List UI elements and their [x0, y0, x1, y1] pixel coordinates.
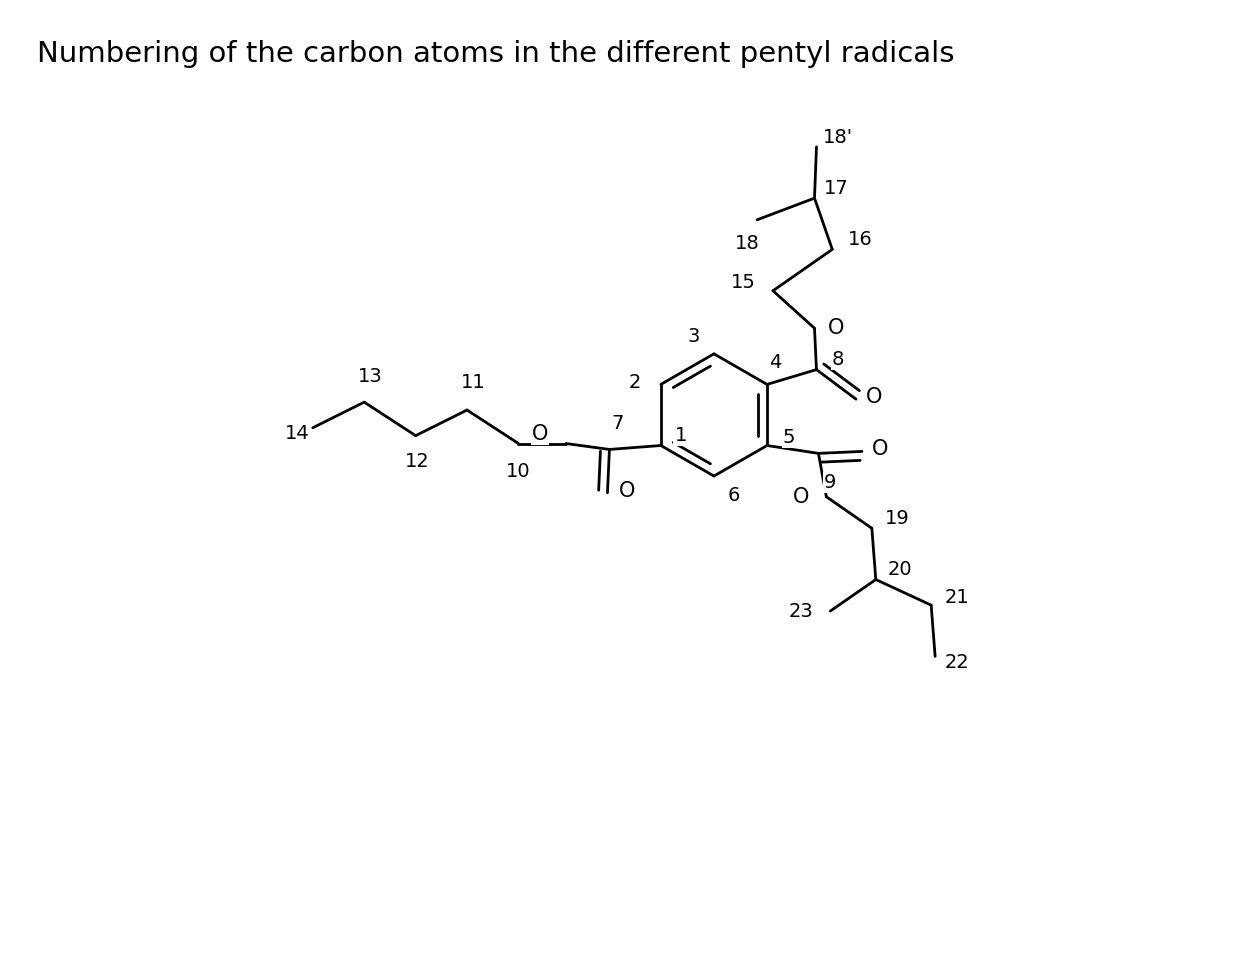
Text: 4: 4 [769, 353, 781, 372]
Text: 13: 13 [358, 367, 382, 386]
Text: O: O [792, 487, 808, 506]
Text: O: O [828, 318, 844, 339]
Text: 14: 14 [285, 424, 309, 443]
Text: 2: 2 [629, 373, 641, 392]
Text: 1: 1 [675, 426, 687, 445]
Text: Numbering of the carbon atoms in the different pentyl radicals: Numbering of the carbon atoms in the dif… [37, 40, 954, 68]
Text: 21: 21 [945, 588, 970, 607]
Text: 10: 10 [506, 461, 531, 480]
Text: 12: 12 [405, 452, 430, 471]
Text: O: O [619, 480, 635, 501]
Text: 20: 20 [887, 560, 911, 579]
Text: 11: 11 [460, 373, 485, 392]
Text: 7: 7 [611, 414, 624, 433]
Text: 17: 17 [823, 178, 848, 198]
Text: 22: 22 [945, 653, 970, 672]
Text: 16: 16 [848, 230, 873, 249]
Text: 9: 9 [825, 474, 837, 493]
Text: O: O [532, 424, 548, 444]
Text: 5: 5 [782, 428, 795, 447]
Text: 15: 15 [730, 273, 755, 292]
Text: 23: 23 [789, 601, 813, 620]
Text: 6: 6 [728, 486, 740, 505]
Text: 3: 3 [688, 327, 701, 345]
Text: O: O [866, 387, 882, 408]
Text: 8: 8 [832, 350, 844, 369]
Text: 19: 19 [885, 509, 910, 527]
Text: 18: 18 [735, 234, 760, 253]
Text: O: O [872, 439, 888, 459]
Text: 18': 18' [823, 128, 853, 147]
